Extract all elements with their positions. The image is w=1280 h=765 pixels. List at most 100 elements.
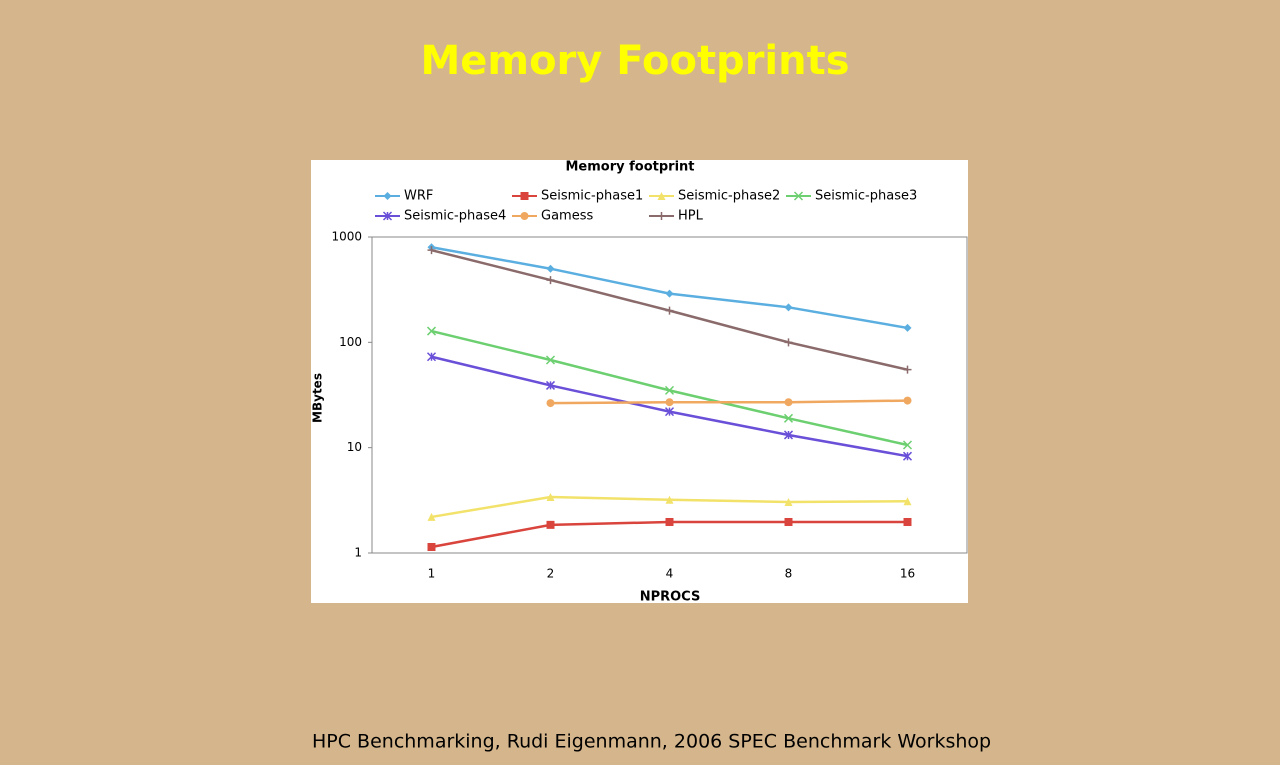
marker-shape — [546, 493, 555, 502]
data-marker — [793, 191, 804, 201]
data-marker — [902, 440, 913, 450]
marker-shape — [783, 413, 794, 423]
data-marker — [426, 326, 437, 336]
data-marker — [426, 352, 437, 362]
y-tick-label: 10 — [347, 440, 362, 454]
marker-shape — [427, 512, 436, 521]
marker-shape — [793, 191, 804, 201]
data-marker — [783, 430, 794, 440]
data-marker — [427, 512, 436, 521]
footer: HPC Benchmarking, Rudi Eigenmann, 2006 S… — [312, 731, 991, 753]
marker-shape — [520, 212, 529, 220]
data-marker — [902, 451, 913, 461]
data-marker — [546, 520, 555, 529]
legend-label: Seismic-phase2 — [678, 189, 780, 204]
marker-shape — [903, 323, 912, 332]
marker-shape — [784, 398, 793, 407]
data-marker — [665, 398, 674, 407]
data-marker — [784, 303, 793, 312]
marker-shape — [784, 517, 793, 526]
x-tick-label: 8 — [785, 567, 793, 581]
x-tick-label: 1 — [428, 567, 436, 581]
legend-label: Gamess — [541, 209, 593, 224]
marker-shape — [903, 517, 912, 526]
marker-shape — [657, 212, 666, 220]
marker-shape — [546, 276, 555, 285]
x-tick-label: 2 — [547, 567, 555, 581]
legend-label: Seismic-phase3 — [815, 189, 917, 204]
data-marker — [783, 413, 794, 423]
data-marker — [784, 398, 793, 407]
data-marker — [427, 246, 436, 255]
slide-title: Memory Footprints — [420, 38, 849, 84]
data-marker — [657, 192, 666, 200]
marker-shape — [665, 306, 674, 315]
data-marker — [546, 264, 555, 273]
data-marker — [784, 517, 793, 526]
data-marker — [520, 212, 529, 220]
marker-shape — [902, 451, 913, 461]
y-tick-label: 100 — [339, 335, 362, 349]
marker-shape — [545, 380, 556, 390]
data-marker — [903, 365, 912, 374]
y-tick-label: 1000 — [331, 230, 362, 244]
data-marker — [664, 385, 675, 395]
chart-title: Memory footprint — [565, 160, 694, 175]
legend-label: Seismic-phase1 — [541, 189, 643, 204]
data-marker — [546, 493, 555, 502]
marker-shape — [784, 303, 793, 312]
marker-shape — [520, 192, 529, 200]
data-marker — [427, 543, 436, 552]
y-axis-label: MBytes — [311, 373, 325, 423]
data-marker — [665, 517, 674, 526]
marker-shape — [665, 495, 674, 504]
data-marker — [382, 211, 393, 221]
marker-shape — [545, 355, 556, 365]
x-tick-label: 4 — [666, 567, 674, 581]
marker-shape — [664, 407, 675, 417]
marker-shape — [382, 211, 393, 221]
marker-shape — [383, 192, 392, 200]
marker-shape — [784, 497, 793, 506]
marker-shape — [427, 543, 436, 552]
data-marker — [665, 306, 674, 315]
data-marker — [664, 407, 675, 417]
data-marker — [546, 276, 555, 285]
data-marker — [657, 212, 666, 220]
y-tick-label: 1 — [354, 546, 362, 560]
data-marker — [903, 323, 912, 332]
x-axis-label: NPROCS — [640, 590, 701, 605]
data-marker — [903, 497, 912, 506]
marker-shape — [546, 520, 555, 529]
data-marker — [520, 192, 529, 200]
data-marker — [784, 338, 793, 347]
data-marker — [784, 497, 793, 506]
x-tick-label: 16 — [900, 567, 915, 581]
marker-shape — [903, 497, 912, 506]
legend-label: HPL — [678, 209, 704, 224]
marker-shape — [783, 430, 794, 440]
marker-shape — [903, 396, 912, 405]
legend-label: WRF — [404, 189, 433, 204]
legend-label: Seismic-phase4 — [404, 209, 506, 224]
marker-shape — [546, 264, 555, 273]
marker-shape — [427, 246, 436, 255]
data-marker — [665, 495, 674, 504]
series-line — [550, 399, 908, 405]
marker-shape — [903, 365, 912, 374]
data-marker — [665, 289, 674, 298]
marker-shape — [546, 399, 555, 408]
marker-shape — [665, 517, 674, 526]
plot-area — [371, 236, 968, 554]
marker-shape — [657, 192, 666, 200]
marker-shape — [664, 385, 675, 395]
marker-shape — [426, 326, 437, 336]
marker-shape — [426, 352, 437, 362]
data-marker — [545, 380, 556, 390]
marker-shape — [665, 289, 674, 298]
data-marker — [903, 517, 912, 526]
marker-shape — [665, 398, 674, 407]
marker-shape — [784, 338, 793, 347]
